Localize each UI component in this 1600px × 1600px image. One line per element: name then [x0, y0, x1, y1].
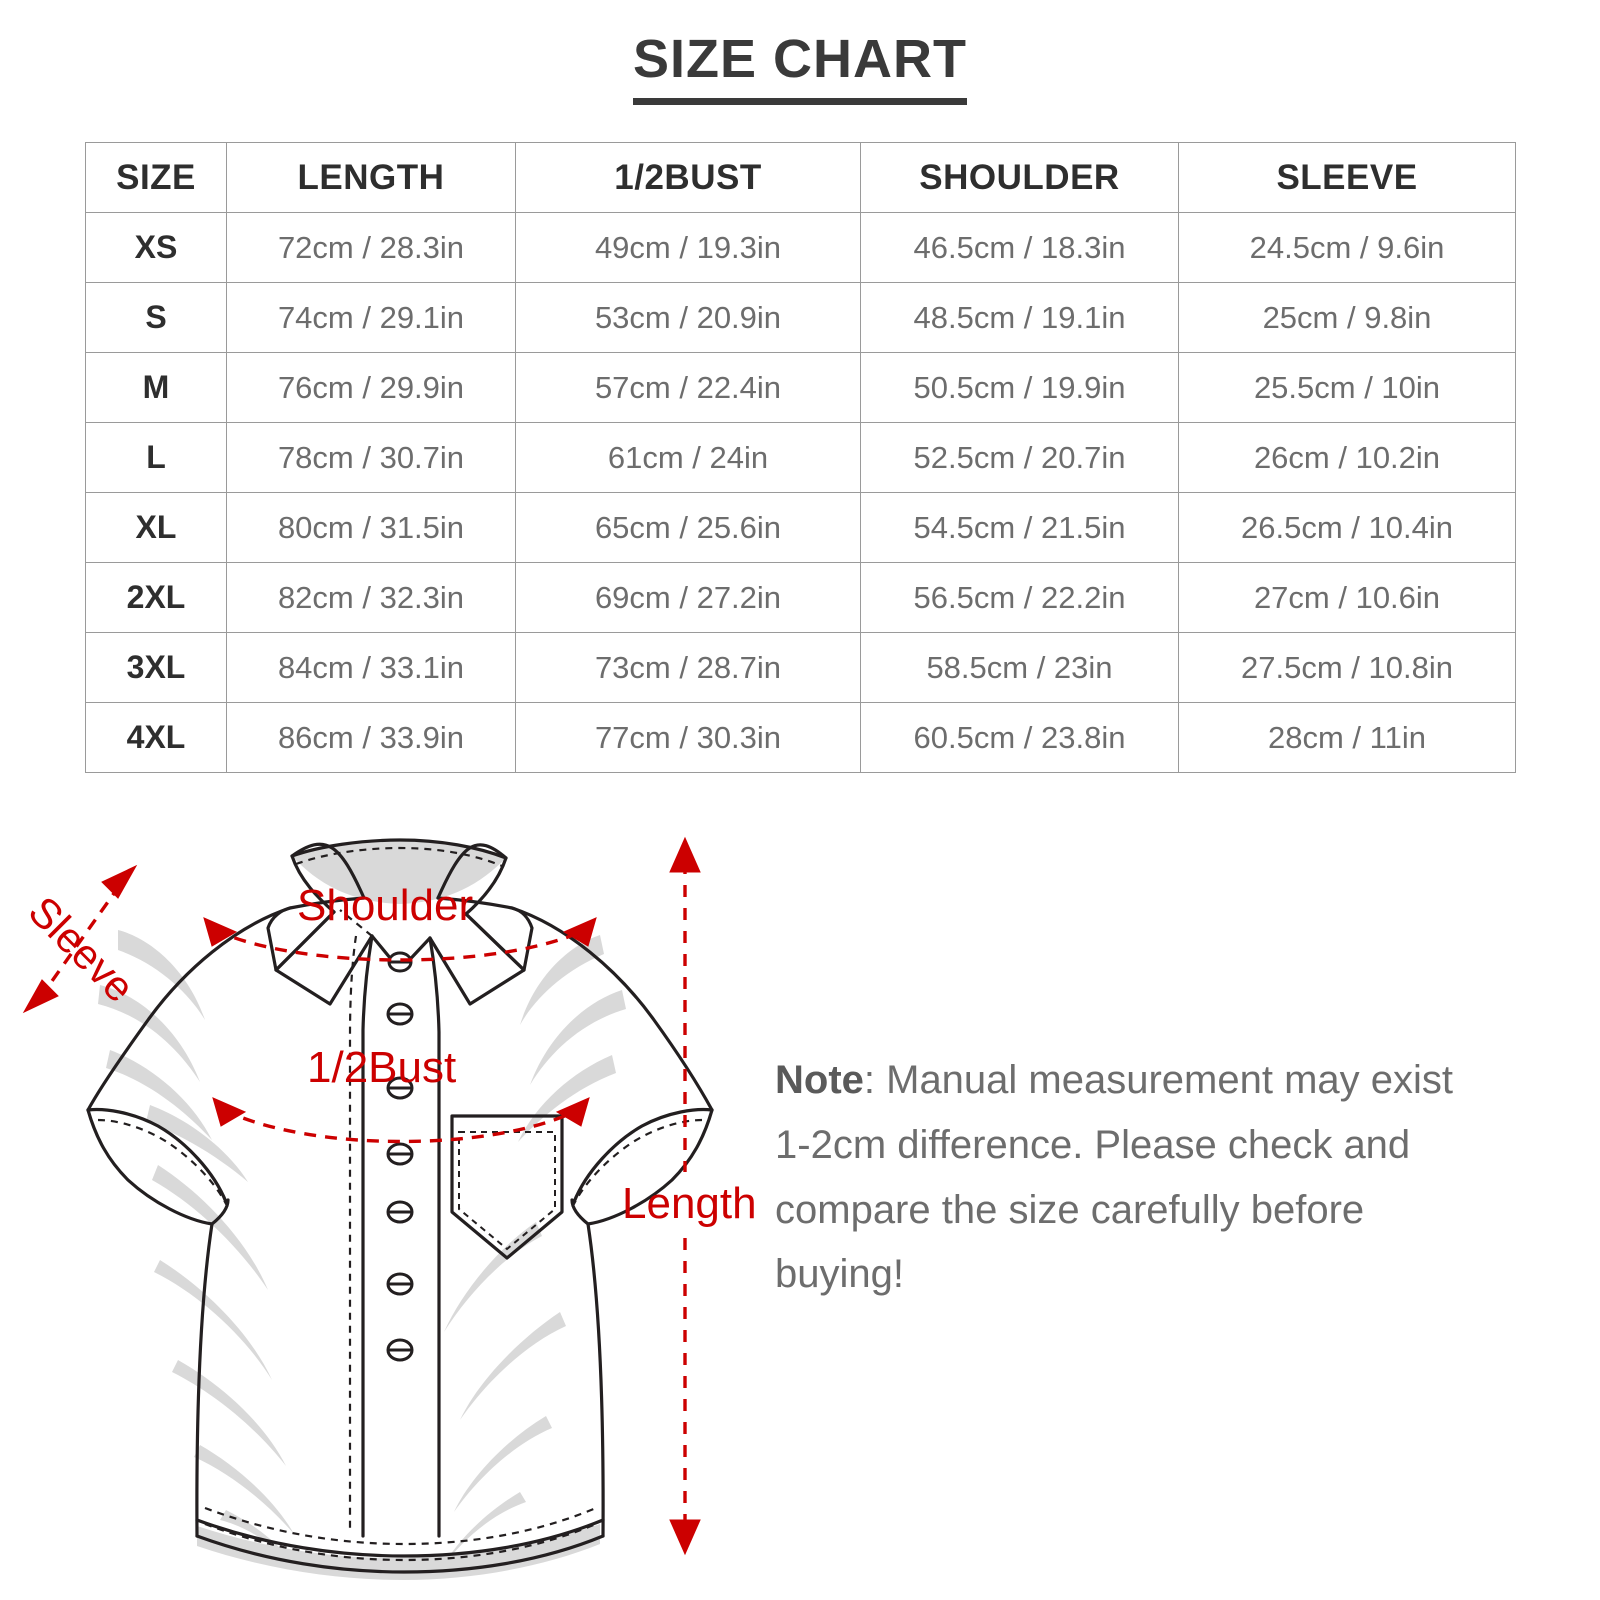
shirt-buttons	[386, 951, 414, 1362]
cell-size: 4XL	[85, 702, 227, 773]
cell-size: S	[85, 282, 227, 353]
length-measure-arrow	[669, 836, 701, 1556]
button	[386, 1076, 414, 1100]
sleeve-measure-arrow	[22, 864, 138, 1014]
cell-sleeve: 26.5cm / 10.4in	[1178, 492, 1516, 563]
size-chart-table-container: SIZE LENGTH 1/2BUST SHOULDER SLEEVE XS 7…	[85, 142, 1516, 773]
column-header-shoulder: SHOULDER	[860, 142, 1179, 213]
cell-bust: 49cm / 19.3in	[515, 212, 861, 283]
cell-bust: 65cm / 25.6in	[515, 492, 861, 563]
cell-sleeve: 26cm / 10.2in	[1178, 422, 1516, 493]
cell-sleeve: 25cm / 9.8in	[1178, 282, 1516, 353]
cell-sleeve: 25.5cm / 10in	[1178, 352, 1516, 423]
table-row: 3XL 84cm / 33.1in 73cm / 28.7in 58.5cm /…	[85, 632, 1516, 703]
cell-length: 78cm / 30.7in	[226, 422, 516, 493]
cell-shoulder: 58.5cm / 23in	[860, 632, 1179, 703]
page-title: SIZE CHART	[633, 32, 967, 105]
cell-bust: 53cm / 20.9in	[515, 282, 861, 353]
button	[386, 1142, 414, 1166]
cell-size: M	[85, 352, 227, 423]
cell-size: XL	[85, 492, 227, 563]
cell-length: 84cm / 33.1in	[226, 632, 516, 703]
cell-sleeve: 28cm / 11in	[1178, 702, 1516, 773]
table-header-row: SIZE LENGTH 1/2BUST SHOULDER SLEEVE	[85, 142, 1516, 213]
cell-bust: 61cm / 24in	[515, 422, 861, 493]
cell-shoulder: 54.5cm / 21.5in	[860, 492, 1179, 563]
cell-shoulder: 56.5cm / 22.2in	[860, 562, 1179, 633]
table-row: S 74cm / 29.1in 53cm / 20.9in 48.5cm / 1…	[85, 282, 1516, 353]
column-header-size: SIZE	[85, 142, 227, 213]
shirt-pocket	[450, 1114, 564, 1260]
size-chart-table: SIZE LENGTH 1/2BUST SHOULDER SLEEVE XS 7…	[85, 142, 1516, 773]
shirt-measurement-diagram: Shoulder 1/2Bust Sleeve Length	[0, 820, 780, 1600]
label-bust: 1/2Bust	[307, 1043, 456, 1092]
bust-measure-arrow	[212, 1097, 590, 1144]
cell-bust: 57cm / 22.4in	[515, 352, 861, 423]
cell-shoulder: 50.5cm / 19.9in	[860, 352, 1179, 423]
label-length: Length	[622, 1179, 757, 1228]
button	[387, 951, 413, 973]
note-label: Note	[775, 1058, 864, 1102]
cell-bust: 69cm / 27.2in	[515, 562, 861, 633]
column-header-bust: 1/2BUST	[515, 142, 861, 213]
column-header-sleeve: SLEEVE	[1178, 142, 1516, 213]
table-row: L 78cm / 30.7in 61cm / 24in 52.5cm / 20.…	[85, 422, 1516, 493]
cell-sleeve: 24.5cm / 9.6in	[1178, 212, 1516, 283]
cell-length: 80cm / 31.5in	[226, 492, 516, 563]
measurement-arrows	[22, 836, 701, 1556]
cell-shoulder: 48.5cm / 19.1in	[860, 282, 1179, 353]
cell-shoulder: 52.5cm / 20.7in	[860, 422, 1179, 493]
table-row: 4XL 86cm / 33.9in 77cm / 30.3in 60.5cm /…	[85, 702, 1516, 773]
table-row: XS 72cm / 28.3in 49cm / 19.3in 46.5cm / …	[85, 212, 1516, 283]
cell-size: XS	[85, 212, 227, 283]
button	[386, 1338, 414, 1362]
button	[386, 1002, 414, 1026]
cell-bust: 73cm / 28.7in	[515, 632, 861, 703]
cell-size: 2XL	[85, 562, 227, 633]
measurement-labels: Shoulder 1/2Bust Sleeve Length	[20, 881, 757, 1228]
cell-length: 72cm / 28.3in	[226, 212, 516, 283]
button	[386, 1200, 414, 1224]
cell-length: 82cm / 32.3in	[226, 562, 516, 633]
cell-size: L	[85, 422, 227, 493]
cell-sleeve: 27cm / 10.6in	[1178, 562, 1516, 633]
note-text: : Manual measurement may exist 1-2cm dif…	[775, 1058, 1454, 1297]
cell-length: 86cm / 33.9in	[226, 702, 516, 773]
column-header-length: LENGTH	[226, 142, 516, 213]
shirt-shading	[98, 840, 626, 1580]
shirt-outline	[86, 838, 714, 1574]
cell-shoulder: 46.5cm / 18.3in	[860, 212, 1179, 283]
cell-size: 3XL	[85, 632, 227, 703]
cell-sleeve: 27.5cm / 10.8in	[1178, 632, 1516, 703]
cell-length: 76cm / 29.9in	[226, 352, 516, 423]
cell-bust: 77cm / 30.3in	[515, 702, 861, 773]
label-shoulder: Shoulder	[297, 881, 473, 930]
shirt-stitching	[97, 846, 703, 1562]
cell-shoulder: 60.5cm / 23.8in	[860, 702, 1179, 773]
note-block: Note: Manual measurement may exist 1-2cm…	[775, 1048, 1475, 1307]
button	[386, 1272, 414, 1296]
table-row: XL 80cm / 31.5in 65cm / 25.6in 54.5cm / …	[85, 492, 1516, 563]
table-row: M 76cm / 29.9in 57cm / 22.4in 50.5cm / 1…	[85, 352, 1516, 423]
shoulder-measure-arrow	[203, 917, 597, 962]
table-row: 2XL 82cm / 32.3in 69cm / 27.2in 56.5cm /…	[85, 562, 1516, 633]
title-block: SIZE CHART	[0, 32, 1600, 105]
cell-length: 74cm / 29.1in	[226, 282, 516, 353]
